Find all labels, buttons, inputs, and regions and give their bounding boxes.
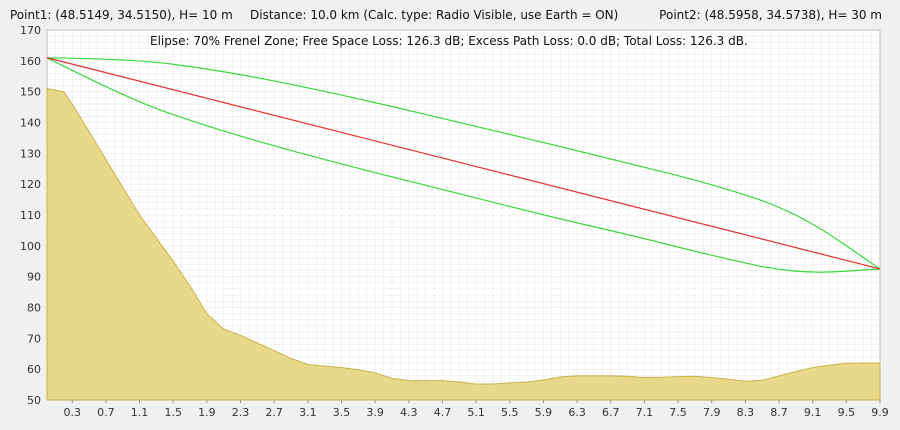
x-tick-label: 3.9: [366, 406, 384, 419]
distance-info: Distance: 10.0 km (Calc. type: Radio Vis…: [250, 8, 619, 22]
y-tick-label: 80: [27, 302, 41, 315]
x-tick-label: 8.3: [737, 406, 755, 419]
x-tick-label: 7.9: [703, 406, 721, 419]
terrain-area: [46, 87, 881, 401]
y-axis-ticks: 50 60 70 80 90 100 110 120 130 140 150 160 170: [20, 24, 41, 407]
line-of-sight: [46, 57, 881, 270]
x-tick-label: 0.3: [63, 406, 81, 419]
y-tick-label: 130: [20, 147, 41, 160]
fresnel-upper-curve: [46, 57, 881, 270]
link-stats: Elipse: 70% Frenel Zone; Free Space Loss…: [150, 34, 748, 48]
x-tick-label: 9.1: [804, 406, 822, 419]
y-tick-label: 70: [27, 332, 41, 345]
x-tick-label: 0.7: [97, 406, 115, 419]
x-tick-label: 1.1: [131, 406, 149, 419]
x-tick-label: 5.5: [501, 406, 519, 419]
y-tick-label: 150: [20, 86, 41, 99]
x-tick-label: 5.1: [467, 406, 485, 419]
y-tick-label: 100: [20, 240, 41, 253]
x-tick-label: 6.3: [568, 406, 586, 419]
x-tick-label: 4.7: [434, 406, 452, 419]
y-tick-label: 160: [20, 55, 41, 68]
y-tick-label: 140: [20, 117, 41, 130]
x-tick-label: 9.5: [838, 406, 856, 419]
y-tick-label: 90: [27, 271, 41, 284]
y-tick-label: 120: [20, 178, 41, 191]
point2-info: Point2: (48.5958, 34.5738), H= 30 m: [659, 8, 882, 22]
y-tick-label: 60: [27, 363, 41, 376]
fresnel-lower-curve: [46, 57, 881, 273]
x-tick-label: 5.9: [535, 406, 553, 419]
x-tick-label: 9.9: [871, 406, 889, 419]
x-tick-label: 1.5: [164, 406, 182, 419]
x-tick-label: 2.7: [265, 406, 283, 419]
x-axis-ticks: 0.3 0.7 1.1 1.5 1.9 2.3 2.7 3.1 3.5 3.9 4.3 4.7 5.1 5…: [63, 400, 889, 419]
x-tick-label: 2.3: [232, 406, 250, 419]
x-tick-label: 6.7: [602, 406, 620, 419]
x-tick-label: 8.7: [770, 406, 788, 419]
x-tick-label: 3.1: [299, 406, 317, 419]
y-tick-label: 170: [20, 24, 41, 37]
x-tick-label: 7.1: [636, 406, 654, 419]
y-tick-label: 50: [27, 394, 41, 407]
y-tick-label: 110: [20, 209, 41, 222]
x-tick-label: 7.5: [669, 406, 687, 419]
x-tick-label: 3.5: [333, 406, 351, 419]
x-tick-label: 1.9: [198, 406, 216, 419]
x-tick-label: 4.3: [400, 406, 418, 419]
point1-info: Point1: (48.5149, 34.5150), H= 10 m: [10, 8, 233, 22]
